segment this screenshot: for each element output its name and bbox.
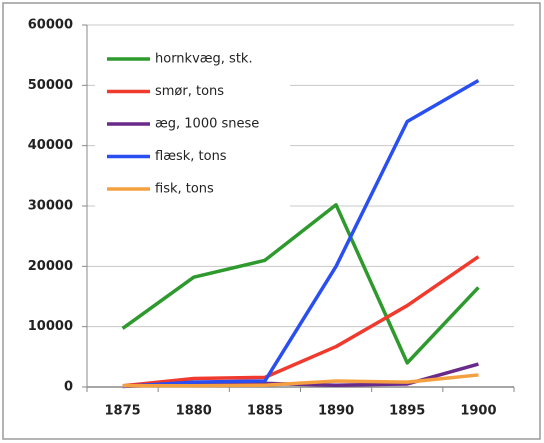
x-tick-label: 1885 xyxy=(247,404,283,419)
legend-label: smør, tons xyxy=(155,84,224,99)
legend-label: æg, 1000 snese xyxy=(155,117,259,132)
x-tick-label: 1880 xyxy=(176,404,212,419)
y-tick-label: 40000 xyxy=(28,138,73,153)
y-tick-label: 20000 xyxy=(28,259,73,274)
legend-label: flæsk, tons xyxy=(155,149,227,164)
x-tick-label: 1900 xyxy=(460,404,496,419)
series-line xyxy=(122,255,480,388)
legend-label: fisk, tons xyxy=(155,182,214,197)
series-line xyxy=(122,373,479,388)
x-tick-label: 1875 xyxy=(104,404,140,419)
x-tick-label: 1890 xyxy=(318,404,354,419)
x-tick-label: 1895 xyxy=(389,404,425,419)
y-tick-label: 60000 xyxy=(28,18,73,33)
y-tick-label: 30000 xyxy=(28,199,73,214)
legend: hornkvæg, stk. smør, tons æg, 1000 snese fl… xyxy=(95,40,290,210)
series-line xyxy=(122,78,480,389)
legend-label: hornkvæg, stk. xyxy=(155,52,253,67)
y-tick-label: 10000 xyxy=(28,319,73,334)
y-tick-label: 50000 xyxy=(28,78,73,93)
y-tick-label: 0 xyxy=(64,380,73,395)
series-line xyxy=(121,203,480,365)
